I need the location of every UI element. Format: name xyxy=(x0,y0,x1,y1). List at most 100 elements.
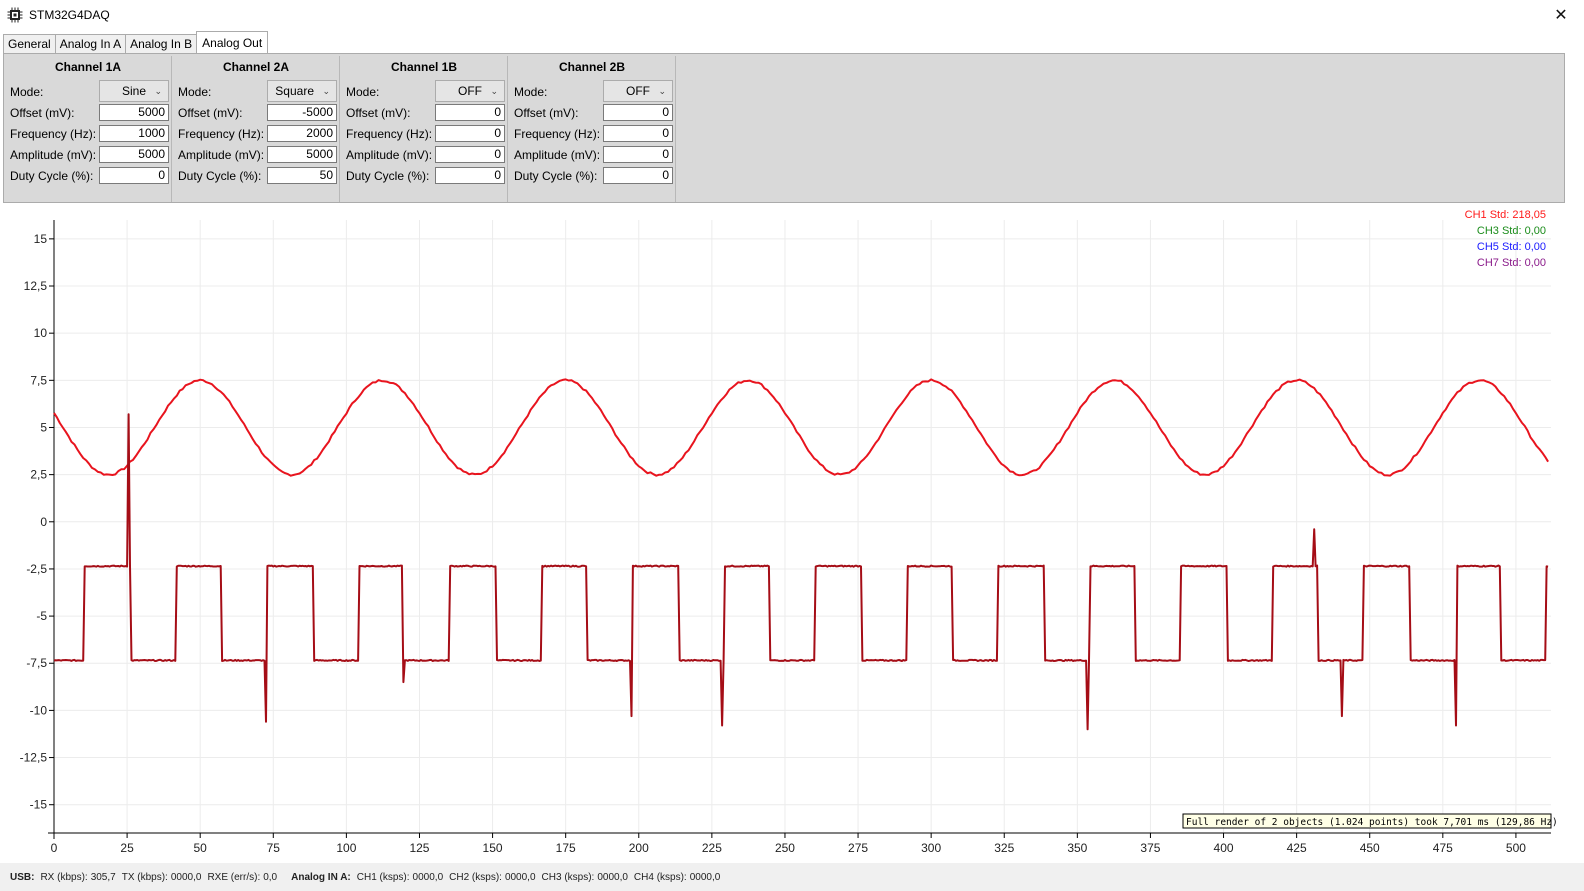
offset-label: Offset (mV): xyxy=(178,106,243,120)
ch1-value: 0000,0 xyxy=(412,871,444,883)
channel-1b-mode-select[interactable]: OFF ⌄ xyxy=(435,80,505,102)
render-info-text: Full render of 2 objects (1.024 points) … xyxy=(1186,817,1558,828)
amplitude-label: Amplitude (mV): xyxy=(346,148,433,162)
usb-label: USB: xyxy=(10,871,35,883)
x-tick-label: 275 xyxy=(848,841,868,855)
y-tick-label: -12,5 xyxy=(20,751,48,765)
x-tick-label: 350 xyxy=(1067,841,1087,855)
mode-label: Mode: xyxy=(514,85,548,99)
tab-analog-out[interactable]: Analog Out xyxy=(196,31,269,53)
analog-out-panel: Channel 1A Mode: Sine ⌄ Offset (mV): 500… xyxy=(3,53,1565,203)
channel-1b-amplitude-input[interactable]: 0 xyxy=(435,146,505,163)
channel-1a-mode-select[interactable]: Sine ⌄ xyxy=(99,80,169,102)
channel-2b-offset-input[interactable]: 0 xyxy=(603,104,673,121)
frequency-label: Frequency (Hz): xyxy=(346,127,433,141)
amplitude-label: Amplitude (mV): xyxy=(514,148,601,162)
tab-analog-in-b[interactable]: Analog In B xyxy=(125,34,198,53)
y-tick-label: 12,5 xyxy=(24,279,48,293)
channel-title: Channel 1A xyxy=(54,60,121,74)
channel-1a-duty-input[interactable]: 0 xyxy=(99,167,169,184)
tab-general[interactable]: General xyxy=(3,34,56,53)
y-tick-label: -5 xyxy=(36,609,47,623)
rxe-label: RXE (err/s): xyxy=(207,871,261,883)
channel-1a-offset-input[interactable]: 5000 xyxy=(99,104,169,121)
channel-2b-frequency-input[interactable]: 0 xyxy=(603,125,673,142)
mode-label: Mode: xyxy=(178,85,212,99)
scope-plot-svg[interactable]: 15 12,5 10 7,5 5 2,5 0 -2,5 -5 -7,5 -10 -12,5 -15 0 25… xyxy=(0,204,1584,863)
channel-1b-duty-input[interactable]: 0 xyxy=(435,167,505,184)
window-title: STM32G4DAQ xyxy=(29,8,110,22)
x-tick-label: 100 xyxy=(336,841,356,855)
chevron-down-icon: ⌄ xyxy=(658,86,666,96)
channel-2a-frequency-input[interactable]: 2000 xyxy=(267,125,337,142)
title-bar: STM32G4DAQ ✕ xyxy=(0,0,1584,30)
channel-2a-mode-select[interactable]: Square ⌄ xyxy=(267,80,337,102)
app-chip-icon xyxy=(7,7,23,23)
frequency-label: Frequency (Hz): xyxy=(514,127,601,141)
ch2-label: CH2 (ksps): xyxy=(449,871,502,883)
tab-analog-in-a[interactable]: Analog In A xyxy=(54,34,127,53)
chevron-down-icon: ⌄ xyxy=(490,86,498,96)
analog-in-a-label: Analog IN A: xyxy=(291,871,351,883)
channel-1b-frequency-input[interactable]: 0 xyxy=(435,125,505,142)
close-window-button[interactable]: ✕ xyxy=(1538,0,1584,30)
y-tick-label: 7,5 xyxy=(30,373,47,387)
duty-label: Duty Cycle (%): xyxy=(10,169,94,183)
tx-label: TX (kbps): xyxy=(121,871,168,883)
channel-2a-duty-input[interactable]: 50 xyxy=(267,167,337,184)
mode-label: Mode: xyxy=(346,85,380,99)
duty-label: Duty Cycle (%): xyxy=(346,169,430,183)
channel-1b-offset-input[interactable]: 0 xyxy=(435,104,505,121)
duty-label: Duty Cycle (%): xyxy=(178,169,262,183)
y-tick-label: 10 xyxy=(34,326,48,340)
ch4-label: CH4 (ksps): xyxy=(633,871,687,883)
x-tick-label: 475 xyxy=(1433,841,1453,855)
duty-label: Duty Cycle (%): xyxy=(514,169,598,183)
frequency-label: Frequency (Hz): xyxy=(10,127,97,141)
channel-1a-frequency-input[interactable]: 1000 xyxy=(99,125,169,142)
y-tick-label: 2,5 xyxy=(30,468,47,482)
x-tick-label: 50 xyxy=(194,841,208,855)
channel-2a-amplitude-input[interactable]: 5000 xyxy=(267,146,337,163)
chevron-down-icon: ⌄ xyxy=(322,86,330,96)
ch3-label: CH3 (ksps): xyxy=(541,871,595,883)
x-tick-label: 300 xyxy=(921,841,941,855)
ch3-value: 0000,0 xyxy=(597,871,628,883)
rx-value: 305,7 xyxy=(90,871,116,883)
mode-value: Square xyxy=(275,84,314,98)
series-line-1 xyxy=(53,378,1549,477)
channel-std-label: CH1 Std: 218,05 xyxy=(1465,209,1546,221)
amplitude-label: Amplitude (mV): xyxy=(10,148,97,162)
channel-title: Channel 2A xyxy=(222,60,289,74)
mode-value: OFF xyxy=(458,84,482,98)
y-tick-label: 5 xyxy=(40,420,47,434)
x-tick-label: 425 xyxy=(1287,841,1307,855)
ch4-value: 0000,0 xyxy=(689,871,721,883)
channel-std-label: CH5 Std: 0,00 xyxy=(1477,241,1546,253)
channel-title: Channel 1B xyxy=(390,60,457,74)
frequency-label: Frequency (Hz): xyxy=(178,127,265,141)
x-tick-label: 400 xyxy=(1214,841,1234,855)
offset-label: Offset (mV): xyxy=(514,106,579,120)
channel-2b-mode-select[interactable]: OFF ⌄ xyxy=(603,80,673,102)
offset-label: Offset (mV): xyxy=(10,106,75,120)
channel-2b-duty-input[interactable]: 0 xyxy=(603,167,673,184)
scope-plot[interactable]: 15 12,5 10 7,5 5 2,5 0 -2,5 -5 -7,5 -10 -12,5 -15 0 25… xyxy=(0,204,1584,863)
channel-title: Channel 2B xyxy=(558,60,625,74)
channel-1b-group: Channel 1B Mode: OFF ⌄ Offset (mV): 0 Fr… xyxy=(341,56,508,202)
x-tick-label: 25 xyxy=(120,841,134,855)
channel-2a-offset-input[interactable]: -5000 xyxy=(267,104,337,121)
x-tick-label: 450 xyxy=(1360,841,1380,855)
x-tick-label: 75 xyxy=(267,841,281,855)
mode-label: Mode: xyxy=(10,85,44,99)
chevron-down-icon: ⌄ xyxy=(154,86,162,96)
status-bar: USB: RX (kbps): 305,7 TX (kbps): 0000,0 … xyxy=(0,863,1584,891)
x-tick-label: 175 xyxy=(556,841,576,855)
x-tick-label: 125 xyxy=(409,841,429,855)
rxe-value: 0,0 xyxy=(263,871,278,883)
channel-1a-amplitude-input[interactable]: 5000 xyxy=(99,146,169,163)
channel-2b-amplitude-input[interactable]: 0 xyxy=(603,146,673,163)
y-tick-label: 0 xyxy=(40,515,47,529)
x-tick-label: 325 xyxy=(994,841,1014,855)
channel-1a-group: Channel 1A Mode: Sine ⌄ Offset (mV): 500… xyxy=(5,56,172,202)
